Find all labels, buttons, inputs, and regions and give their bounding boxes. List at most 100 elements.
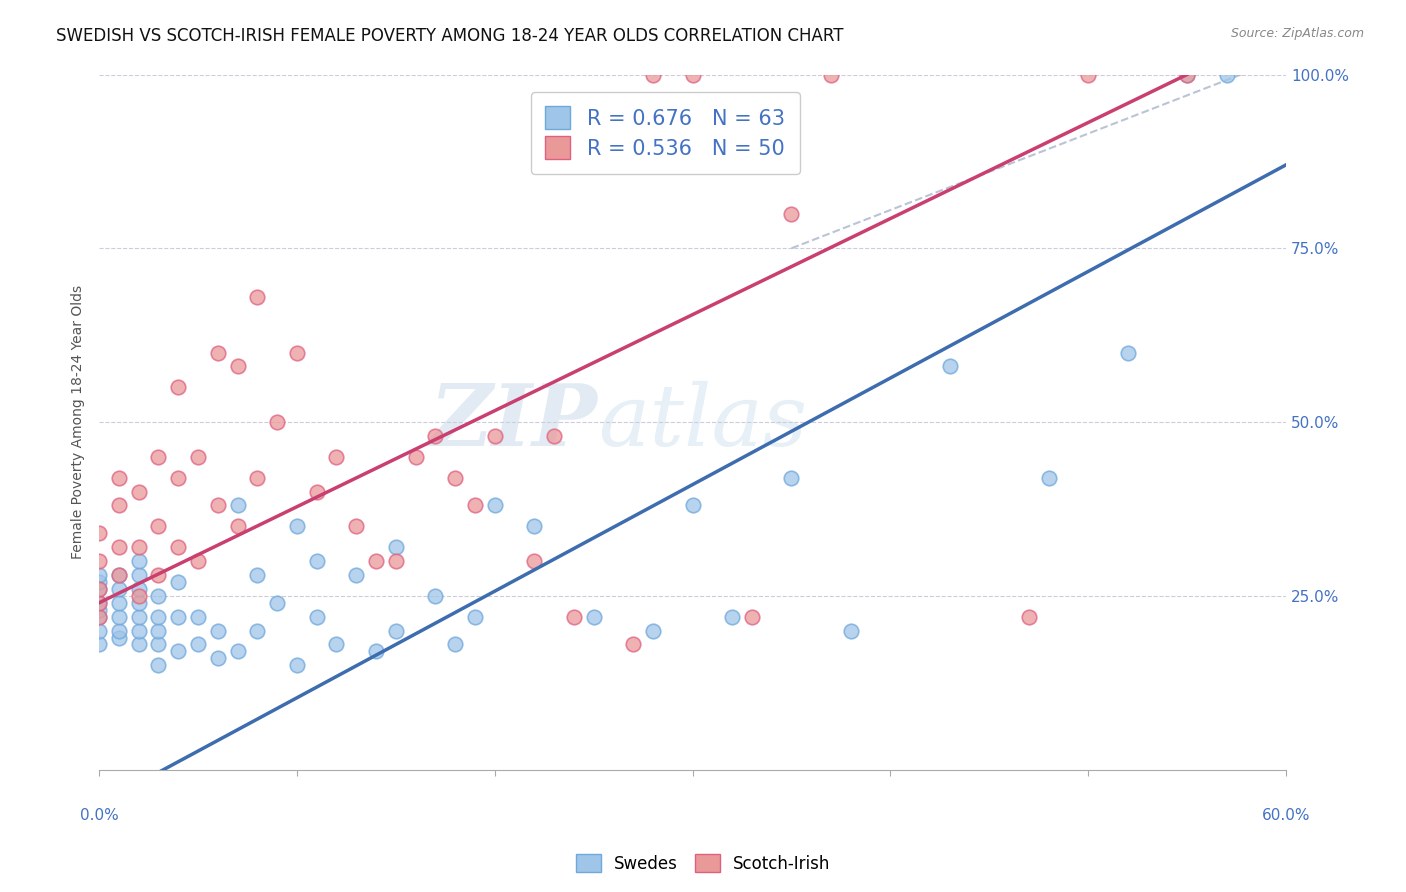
Point (167, 540, 190, 554)
Point (364, 554, 387, 568)
Point (108, 568, 131, 582)
Point (325, 638, 347, 652)
Point (89, 568, 111, 582)
Point (484, 429, 506, 443)
Point (444, 638, 467, 652)
Point (89, 603, 111, 617)
Point (1038, 470, 1060, 484)
Point (741, 609, 763, 624)
Point (128, 638, 150, 652)
Point (128, 624, 150, 638)
Point (641, 68, 664, 82)
Text: atlas: atlas (598, 381, 807, 463)
Point (523, 519, 546, 533)
Point (266, 596, 288, 610)
Point (89, 554, 111, 568)
Point (108, 624, 131, 638)
Point (780, 470, 803, 484)
Point (305, 484, 328, 499)
Point (780, 206, 803, 220)
Point (89, 609, 111, 624)
Point (89, 596, 111, 610)
Point (148, 624, 170, 638)
Point (1175, 68, 1198, 82)
Point (305, 554, 328, 568)
Text: Source: ZipAtlas.com: Source: ZipAtlas.com (1230, 27, 1364, 40)
Point (226, 359, 249, 374)
Point (820, 68, 842, 82)
Point (108, 631, 131, 645)
Point (108, 596, 131, 610)
Point (1175, 68, 1198, 82)
Text: SWEDISH VS SCOTCH-IRISH FEMALE POVERTY AMONG 18-24 YEAR OLDS CORRELATION CHART: SWEDISH VS SCOTCH-IRISH FEMALE POVERTY A… (56, 27, 844, 45)
Text: 0.0%: 0.0% (80, 808, 118, 823)
Point (167, 574, 190, 589)
Point (364, 644, 387, 658)
Point (108, 582, 131, 596)
Point (89, 638, 111, 652)
Point (246, 624, 269, 638)
Point (1116, 345, 1139, 359)
Y-axis label: Female Poverty Among 18-24 Year Olds: Female Poverty Among 18-24 Year Olds (72, 285, 86, 559)
Point (682, 499, 704, 513)
Point (108, 499, 131, 513)
Point (385, 624, 408, 638)
Text: 60.0%: 60.0% (1261, 808, 1310, 823)
Point (226, 499, 249, 513)
Point (207, 651, 229, 665)
Point (128, 568, 150, 582)
Point (148, 658, 170, 673)
Point (344, 519, 367, 533)
Point (464, 499, 486, 513)
Point (128, 582, 150, 596)
Point (425, 589, 447, 603)
Point (425, 429, 447, 443)
Point (523, 554, 546, 568)
Point (148, 568, 170, 582)
Point (148, 638, 170, 652)
Legend: R = 0.676   N = 63, R = 0.536   N = 50: R = 0.676 N = 63, R = 0.536 N = 50 (531, 92, 800, 174)
Point (187, 638, 209, 652)
Point (167, 380, 190, 394)
Point (562, 609, 585, 624)
Point (108, 470, 131, 484)
Point (167, 609, 190, 624)
Point (484, 499, 506, 513)
Point (405, 450, 427, 464)
Point (266, 415, 288, 429)
Point (285, 519, 308, 533)
Point (285, 345, 308, 359)
Point (128, 540, 150, 554)
Point (187, 609, 209, 624)
Point (89, 574, 111, 589)
Point (187, 554, 209, 568)
Point (305, 609, 328, 624)
Point (148, 589, 170, 603)
Point (385, 540, 408, 554)
Point (187, 450, 209, 464)
Point (128, 589, 150, 603)
Point (89, 624, 111, 638)
Point (246, 290, 269, 304)
Point (89, 582, 111, 596)
Point (444, 470, 467, 484)
Point (682, 68, 704, 82)
Text: ZIP: ZIP (430, 380, 598, 464)
Point (1077, 68, 1099, 82)
Point (543, 429, 565, 443)
Point (246, 568, 269, 582)
Point (1018, 609, 1040, 624)
Point (938, 359, 960, 374)
Point (167, 644, 190, 658)
Point (246, 470, 269, 484)
Point (148, 450, 170, 464)
Point (385, 554, 408, 568)
Point (89, 609, 111, 624)
Point (721, 609, 744, 624)
Point (108, 540, 131, 554)
Point (89, 596, 111, 610)
Point (285, 658, 308, 673)
Point (108, 609, 131, 624)
Point (641, 624, 664, 638)
Point (207, 624, 229, 638)
